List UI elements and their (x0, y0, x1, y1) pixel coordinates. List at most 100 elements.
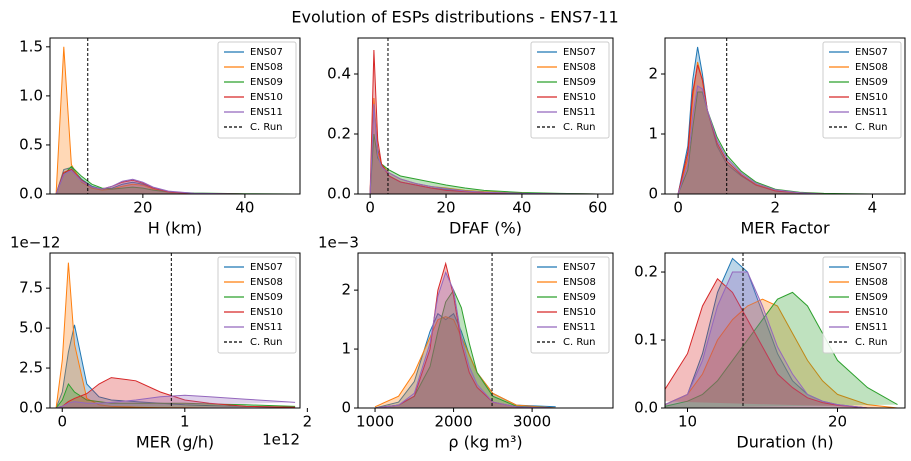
y-tick-label: 0.0 (19, 399, 43, 417)
density-fill (56, 395, 296, 408)
legend-label: ENS10 (855, 307, 888, 318)
y-offset-label: 1e−12 (10, 234, 60, 252)
legend-label: ENS09 (250, 292, 283, 303)
y-tick-label: 7.5 (19, 279, 43, 297)
density-line (374, 316, 556, 408)
y-tick-label: 1.5 (19, 37, 43, 55)
legend-label: ENS07 (250, 262, 283, 273)
legend-label: ENS07 (250, 47, 283, 58)
y-tick-label: 0.4 (327, 65, 351, 83)
figure-title: Evolution of ESPs distributions - ENS7-1… (291, 8, 618, 27)
density-line (55, 262, 296, 408)
legend-label: ENS08 (855, 277, 888, 288)
x-tick-label: 20 (828, 413, 847, 431)
axes-frame (49, 252, 301, 409)
y-tick-label: 1.0 (19, 86, 43, 104)
x-axis-label: ρ (kg m³) (448, 433, 522, 452)
legend-label: ENS09 (563, 292, 596, 303)
plot-area (374, 253, 556, 408)
density-fill (678, 86, 873, 194)
x-tick-label: 0 (673, 199, 683, 217)
y-tick-label: 0 (648, 185, 658, 203)
y-tick-label: 1 (341, 340, 351, 358)
density-fill (56, 262, 296, 408)
y-tick-label: 0.5 (19, 135, 43, 153)
y-tick-label: 2 (648, 65, 658, 83)
x-axis-label: DFAF (%) (449, 219, 522, 238)
legend-label: ENS08 (855, 62, 888, 73)
density-fill (375, 263, 556, 408)
legend-box (530, 256, 610, 354)
axes-frame (49, 37, 301, 195)
density-line (55, 169, 296, 194)
density-line (55, 377, 296, 408)
x-tick-label: 3000 (513, 413, 551, 431)
density-line (55, 324, 296, 408)
legend-label: ENS08 (563, 62, 596, 73)
legend-label: C. Run (250, 122, 283, 133)
legend-label: ENS07 (563, 262, 596, 273)
density-fill (56, 377, 296, 408)
legend-label: ENS09 (563, 77, 596, 88)
density-line (369, 103, 598, 194)
y-tick-label: 2.5 (19, 359, 43, 377)
y-tick-label: 2 (341, 281, 351, 299)
density-fill (370, 104, 598, 194)
legend-label: ENS09 (855, 77, 888, 88)
legend-label: ENS10 (250, 92, 283, 103)
legend-label: ENS10 (563, 92, 596, 103)
density-line (665, 291, 898, 407)
y-tick-label: 5.0 (19, 319, 43, 337)
plot-area (55, 253, 296, 408)
x-tick-label: 60 (588, 199, 607, 217)
density-fill (56, 170, 296, 194)
y-tick-label: 0.2 (634, 263, 658, 281)
x-axis-label: MER Factor (740, 219, 830, 238)
y-tick-label: 0.0 (327, 185, 351, 203)
legend-label: ENS11 (563, 107, 596, 118)
x-tick-label: 10 (678, 413, 697, 431)
x-axis-label: Duration (h) (736, 433, 833, 452)
y-tick-label: 0.1 (634, 331, 658, 349)
density-fill (665, 272, 898, 408)
density-line (677, 91, 873, 194)
plot-area (55, 38, 296, 194)
legend-label: ENS07 (855, 262, 888, 273)
legend-box (822, 256, 902, 354)
x-offset-label: 1e12 (262, 431, 300, 449)
x-tick-label: 1 (180, 413, 190, 431)
density-line (55, 382, 296, 408)
legend-label: ENS10 (563, 307, 596, 318)
legend-label: ENS11 (250, 107, 283, 118)
legend-label: ENS08 (250, 62, 283, 73)
legend-label: C. Run (563, 337, 596, 348)
x-tick-label: 40 (512, 199, 531, 217)
density-fill (375, 272, 556, 408)
legend-label: ENS09 (855, 292, 888, 303)
x-tick-label: 2 (771, 199, 781, 217)
density-fill (370, 50, 598, 194)
y-tick-label: 1 (648, 125, 658, 143)
legend-label: ENS07 (563, 47, 596, 58)
y-tick-label: 0.0 (19, 185, 43, 203)
axes-frame (664, 37, 906, 195)
density-fill (56, 324, 296, 408)
legend-label: ENS11 (250, 322, 283, 333)
x-tick-label: 2000 (434, 413, 472, 431)
x-tick-label: 4 (868, 199, 878, 217)
x-tick-label: 20 (436, 199, 455, 217)
density-fill (665, 258, 898, 408)
x-tick-label: 2 (303, 413, 313, 431)
density-line (369, 133, 598, 194)
legend-label: ENS10 (855, 92, 888, 103)
legend-label: C. Run (563, 122, 596, 133)
density-fill (678, 47, 873, 194)
y-tick-label: 0.0 (634, 399, 658, 417)
legend-label: ENS07 (855, 47, 888, 58)
legend-label: C. Run (250, 337, 283, 348)
legend-label: ENS08 (563, 277, 596, 288)
legend-label: ENS11 (855, 322, 888, 333)
density-line (374, 271, 556, 408)
density-line (677, 85, 873, 194)
